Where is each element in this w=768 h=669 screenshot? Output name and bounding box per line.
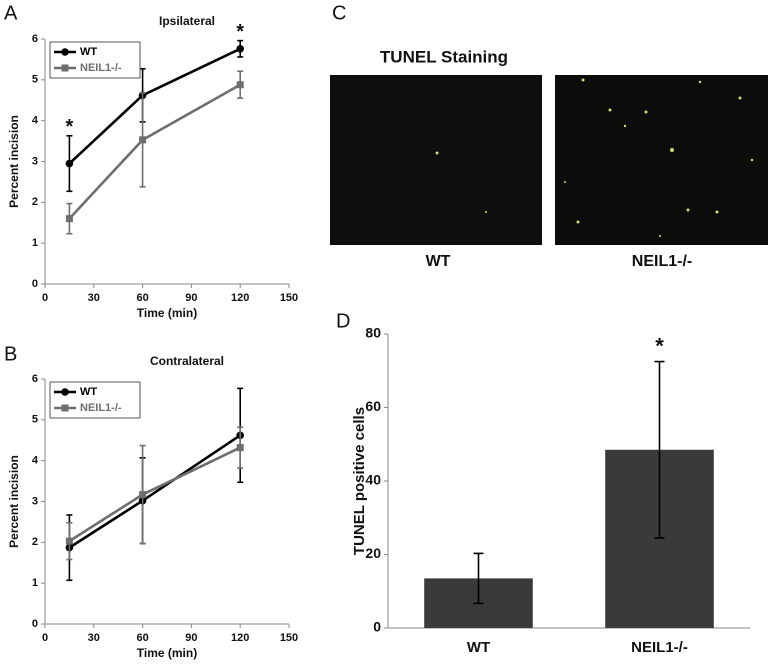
series-line xyxy=(68,446,241,543)
y-tick-label: 1 xyxy=(32,237,38,249)
y-tick-label: 5 xyxy=(32,414,38,426)
marker xyxy=(236,81,244,89)
y-tick-label: 4 xyxy=(32,115,39,127)
y-tick-label: 60 xyxy=(365,398,381,414)
panel-label: C xyxy=(332,2,346,24)
y-tick-label: 20 xyxy=(365,545,381,561)
y-tick-label: 80 xyxy=(365,325,381,341)
x-tick-label: 90 xyxy=(185,632,197,644)
image-title: TUNEL Staining xyxy=(380,47,508,66)
y-tick-label: 6 xyxy=(32,373,38,385)
y-tick-label: 5 xyxy=(32,74,38,86)
chart-title: Ipsilateral xyxy=(159,14,215,28)
x-tick-label: 120 xyxy=(231,292,249,304)
x-tick-label: 0 xyxy=(42,292,48,304)
marker xyxy=(65,159,74,168)
image-caption: WT xyxy=(426,253,451,270)
x-tick-label: 60 xyxy=(136,632,148,644)
panel-label: D xyxy=(336,310,350,332)
significance-mark: * xyxy=(66,116,74,138)
marker xyxy=(65,537,73,545)
legend-marker xyxy=(61,388,69,396)
y-tick-label: 0 xyxy=(32,278,38,290)
marker xyxy=(139,491,147,499)
marker xyxy=(139,136,147,144)
y-axis-title: Percent incision xyxy=(7,455,21,548)
legend-label: NEIL1-/- xyxy=(80,402,122,414)
x-tick-label: 0 xyxy=(42,632,48,644)
legend-marker xyxy=(61,64,69,72)
legend-label: NEIL1-/- xyxy=(80,62,122,74)
y-tick-label: 6 xyxy=(32,33,38,45)
x-tick-label: 150 xyxy=(280,632,298,644)
micrograph xyxy=(330,75,542,245)
y-tick-label: 3 xyxy=(32,155,38,167)
y-tick-label: 40 xyxy=(365,472,381,488)
x-tick-label: 30 xyxy=(88,292,100,304)
marker xyxy=(236,444,244,452)
image-caption: NEIL1-/- xyxy=(632,253,692,270)
marker xyxy=(65,215,73,223)
cell-dots xyxy=(435,78,754,237)
x-tick-label: NEIL1-/- xyxy=(631,639,688,656)
panel-label: B xyxy=(4,343,17,365)
y-tick-label: 3 xyxy=(32,495,38,507)
x-tick-label: 90 xyxy=(185,292,197,304)
x-axis-title: Time (min) xyxy=(137,646,197,660)
x-axis-title: Time (min) xyxy=(137,306,197,320)
legend-label: WT xyxy=(80,46,97,58)
x-tick-label: 120 xyxy=(231,632,249,644)
significance-mark: * xyxy=(236,21,244,43)
y-axis-title: TUNEL positive cells xyxy=(351,407,368,555)
x-tick-label: 150 xyxy=(280,292,298,304)
legend-box xyxy=(49,381,141,419)
y-tick-label: 1 xyxy=(32,577,38,589)
x-tick-label: WT xyxy=(467,639,490,656)
micrograph xyxy=(555,75,768,245)
series-line xyxy=(68,83,241,220)
panel-label: A xyxy=(4,2,18,24)
significance-mark: * xyxy=(655,333,664,358)
legend-marker xyxy=(61,404,69,412)
legend-label: WT xyxy=(80,386,97,398)
y-axis-title: Percent incision xyxy=(7,115,21,208)
y-tick-label: 4 xyxy=(32,455,39,467)
series-line xyxy=(68,434,241,549)
legend-box xyxy=(49,41,141,79)
y-tick-label: 0 xyxy=(373,619,381,635)
x-tick-label: 30 xyxy=(88,632,100,644)
x-tick-label: 60 xyxy=(136,292,148,304)
y-tick-label: 2 xyxy=(32,536,38,548)
chart-title: Contralateral xyxy=(150,354,224,368)
y-tick-label: 0 xyxy=(32,618,38,630)
marker xyxy=(236,45,244,53)
y-tick-label: 2 xyxy=(32,196,38,208)
legend-marker xyxy=(61,48,69,56)
